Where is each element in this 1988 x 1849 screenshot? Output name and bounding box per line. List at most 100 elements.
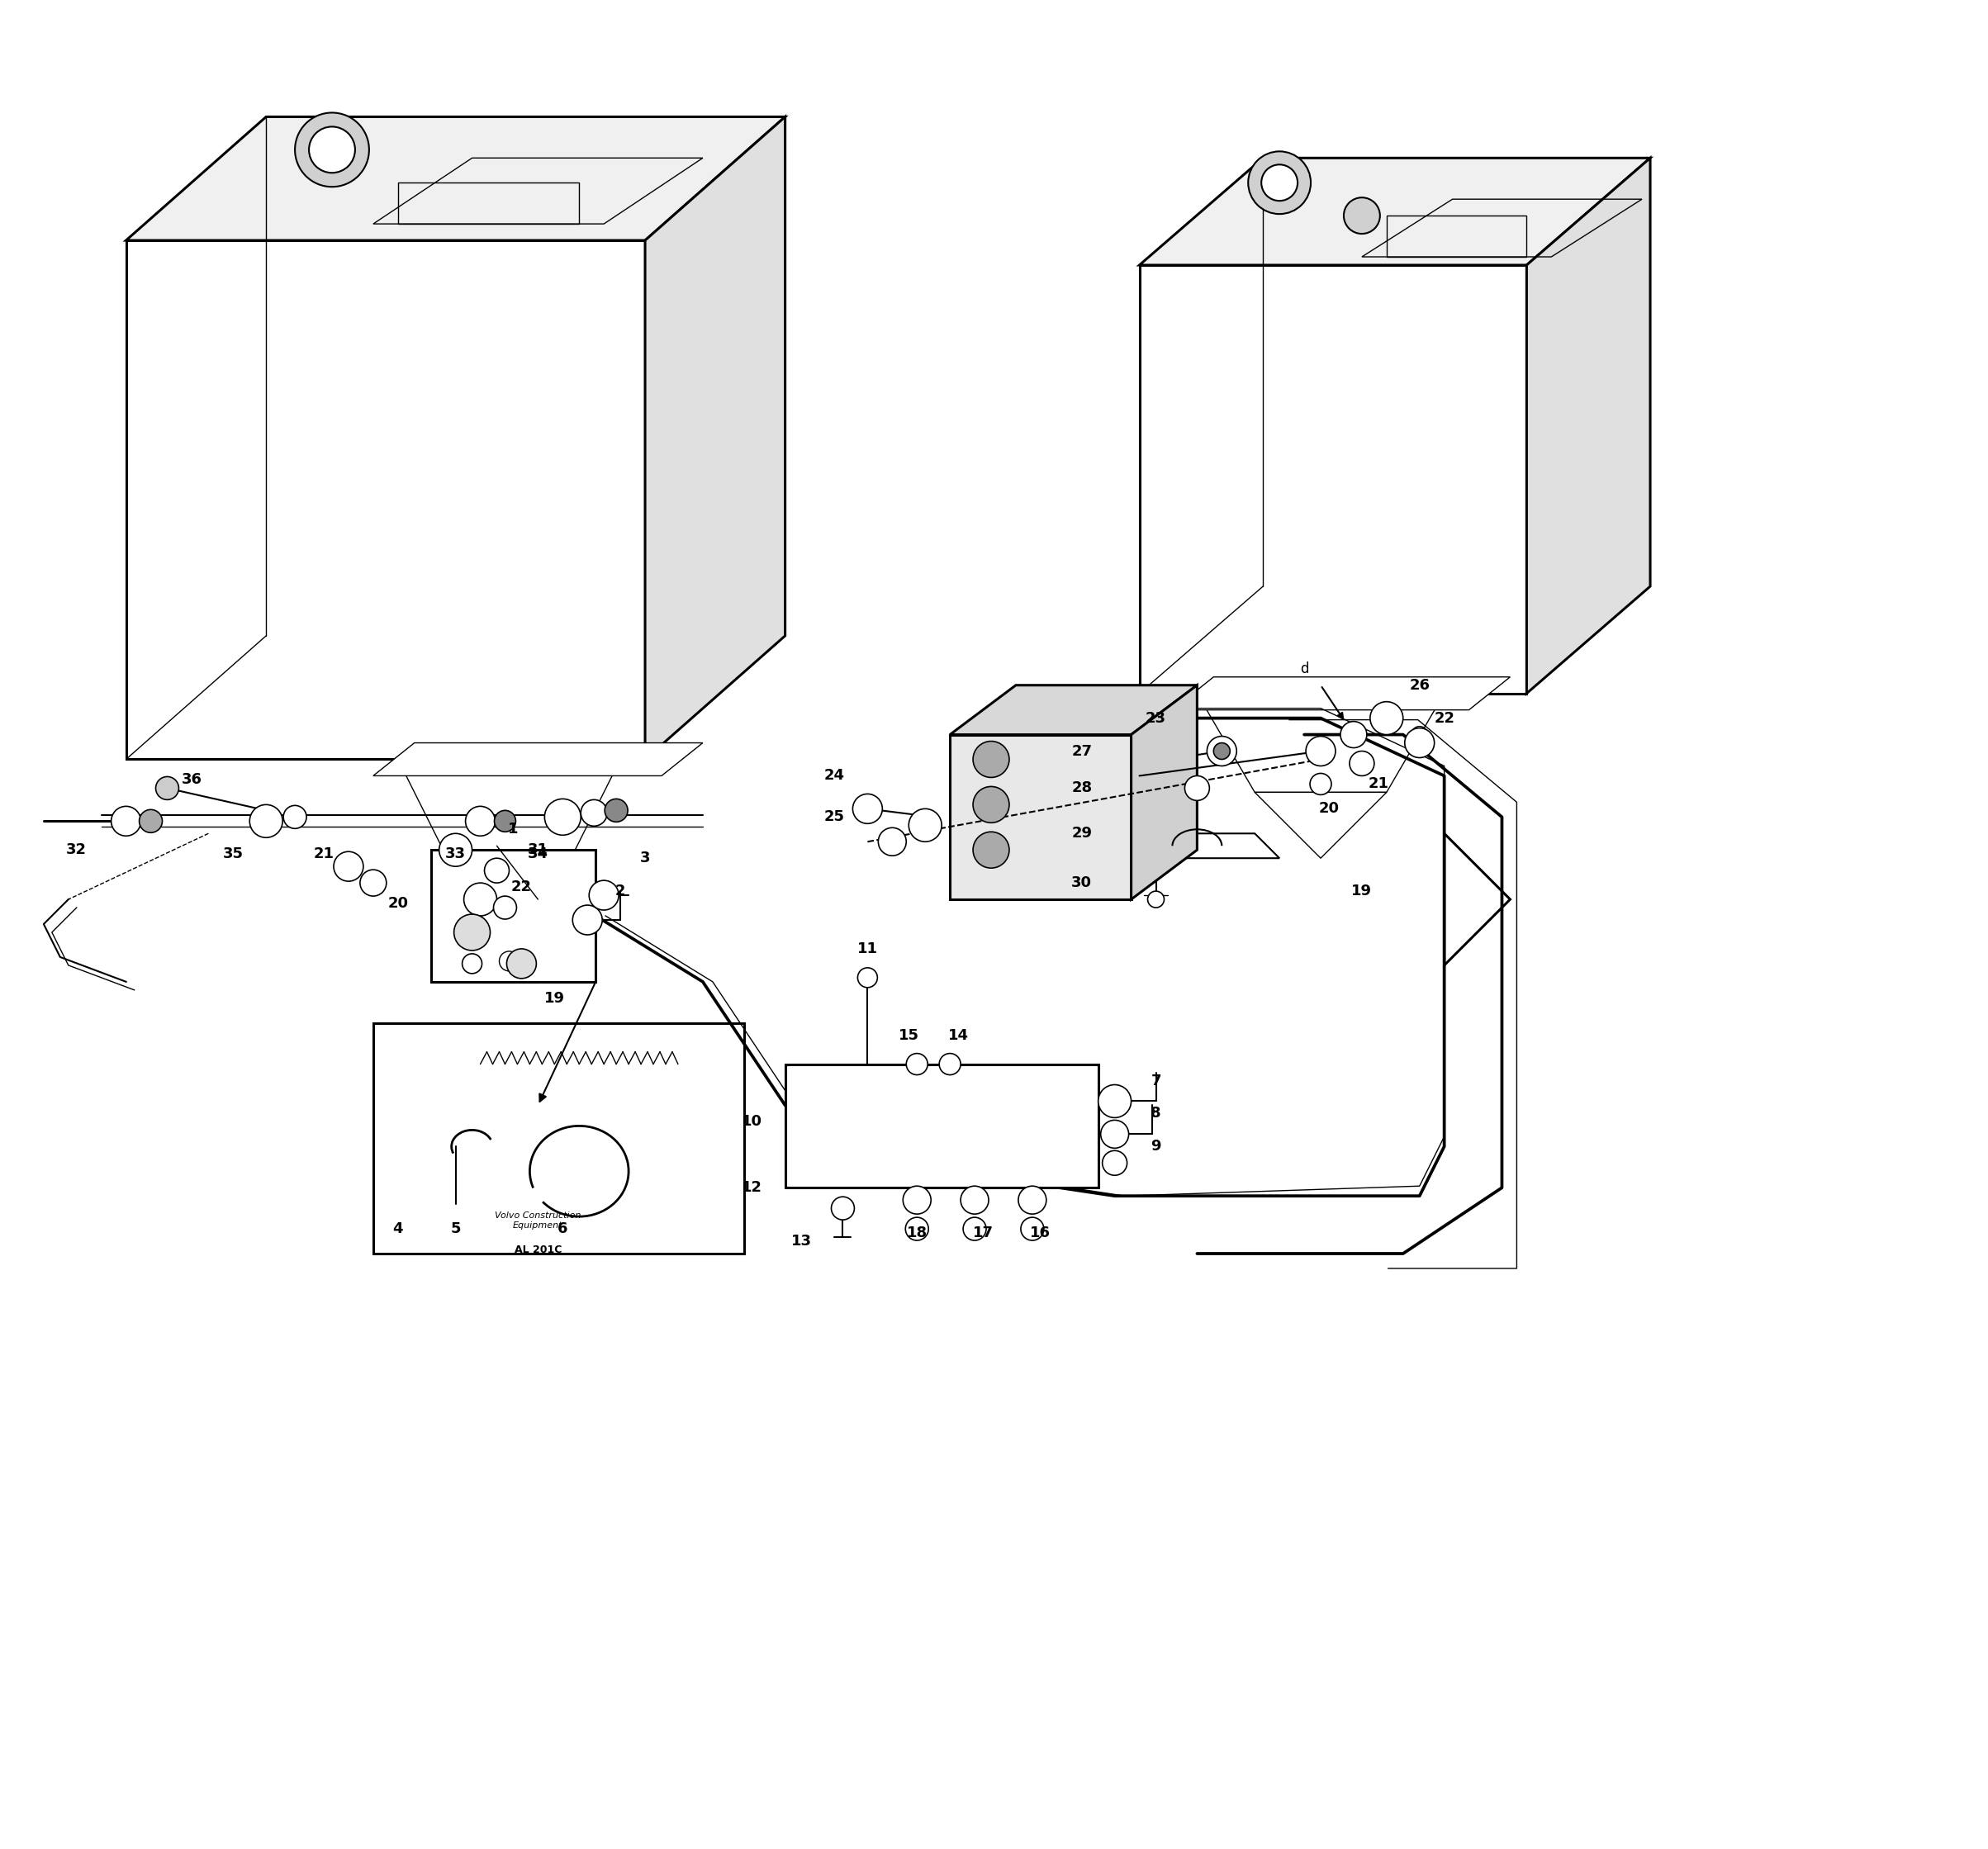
- Circle shape: [250, 804, 282, 838]
- Circle shape: [294, 113, 370, 187]
- Circle shape: [493, 897, 517, 919]
- Circle shape: [111, 806, 141, 836]
- Text: 9: 9: [1151, 1139, 1161, 1154]
- Circle shape: [857, 967, 877, 987]
- Circle shape: [139, 810, 163, 832]
- Circle shape: [905, 1217, 928, 1241]
- Polygon shape: [1139, 157, 1650, 264]
- Circle shape: [1147, 891, 1165, 908]
- Polygon shape: [1131, 686, 1197, 899]
- Bar: [785, 1065, 1097, 1187]
- Circle shape: [1185, 777, 1209, 801]
- Text: 6: 6: [557, 1222, 569, 1237]
- Text: 23: 23: [1145, 710, 1167, 725]
- Circle shape: [1306, 736, 1336, 765]
- Text: 21: 21: [1368, 777, 1390, 791]
- Text: 31: 31: [527, 843, 549, 858]
- Text: 19: 19: [1352, 884, 1372, 899]
- Circle shape: [1340, 721, 1368, 747]
- Text: 12: 12: [742, 1180, 763, 1194]
- Text: 26: 26: [1409, 679, 1429, 693]
- Text: 20: 20: [388, 897, 408, 912]
- Text: 1: 1: [509, 823, 519, 838]
- Circle shape: [453, 913, 491, 950]
- Circle shape: [1213, 743, 1231, 760]
- Text: 27: 27: [1072, 743, 1091, 758]
- Text: 22: 22: [511, 880, 533, 895]
- Text: 20: 20: [1318, 801, 1340, 815]
- Circle shape: [909, 808, 942, 841]
- Circle shape: [831, 1196, 855, 1220]
- Polygon shape: [1139, 264, 1527, 693]
- Circle shape: [879, 828, 907, 856]
- Text: 28: 28: [1072, 780, 1091, 795]
- Polygon shape: [644, 116, 785, 760]
- Circle shape: [1350, 751, 1374, 777]
- Text: 29: 29: [1072, 827, 1091, 841]
- Circle shape: [284, 806, 306, 828]
- Text: 2: 2: [614, 884, 626, 899]
- Bar: [950, 734, 1131, 899]
- Circle shape: [1370, 701, 1404, 734]
- Text: 22: 22: [1433, 710, 1455, 725]
- Circle shape: [580, 801, 606, 827]
- Text: 18: 18: [907, 1226, 926, 1241]
- Circle shape: [1411, 727, 1427, 743]
- Circle shape: [1207, 736, 1237, 765]
- Circle shape: [495, 810, 515, 832]
- Text: 10: 10: [742, 1115, 763, 1130]
- Text: 7: 7: [1151, 1072, 1161, 1087]
- Polygon shape: [950, 686, 1197, 734]
- Text: 25: 25: [825, 810, 845, 825]
- Text: Volvo Construction
Equipment: Volvo Construction Equipment: [495, 1211, 580, 1230]
- Circle shape: [903, 1185, 930, 1215]
- Bar: [374, 1022, 744, 1254]
- Circle shape: [1020, 1217, 1044, 1241]
- Circle shape: [588, 880, 618, 910]
- Circle shape: [1260, 165, 1298, 202]
- Text: 34: 34: [527, 847, 549, 862]
- Circle shape: [463, 884, 497, 915]
- Text: 8: 8: [1151, 1106, 1161, 1120]
- Circle shape: [485, 858, 509, 884]
- Circle shape: [1101, 1120, 1129, 1148]
- Text: 30: 30: [1072, 875, 1091, 891]
- Circle shape: [461, 954, 481, 974]
- Circle shape: [334, 852, 364, 882]
- Circle shape: [1344, 198, 1380, 233]
- Text: 32: 32: [66, 843, 87, 858]
- Circle shape: [972, 786, 1010, 823]
- Text: AL 201C: AL 201C: [515, 1244, 563, 1255]
- Circle shape: [972, 832, 1010, 867]
- Circle shape: [573, 906, 602, 936]
- Circle shape: [604, 799, 628, 823]
- Circle shape: [499, 950, 519, 971]
- Polygon shape: [1254, 791, 1386, 858]
- Circle shape: [1248, 152, 1310, 214]
- Circle shape: [962, 1217, 986, 1241]
- Circle shape: [938, 1054, 960, 1074]
- Text: 14: 14: [948, 1028, 968, 1043]
- Text: 21: 21: [314, 847, 334, 862]
- Text: 5: 5: [451, 1222, 461, 1237]
- Text: d: d: [1300, 662, 1308, 677]
- Text: 33: 33: [445, 847, 465, 862]
- Circle shape: [1406, 729, 1435, 758]
- Circle shape: [360, 869, 386, 897]
- Circle shape: [1097, 1085, 1131, 1117]
- Text: 36: 36: [181, 773, 203, 788]
- Circle shape: [545, 799, 580, 836]
- Circle shape: [960, 1185, 988, 1215]
- Bar: [431, 851, 596, 982]
- Text: 16: 16: [1030, 1226, 1052, 1241]
- Circle shape: [972, 741, 1010, 777]
- Text: 17: 17: [972, 1226, 994, 1241]
- Polygon shape: [125, 240, 644, 760]
- Polygon shape: [125, 116, 785, 240]
- Circle shape: [155, 777, 179, 801]
- Polygon shape: [1173, 677, 1511, 710]
- Text: 15: 15: [899, 1028, 918, 1043]
- Polygon shape: [1527, 157, 1650, 693]
- Circle shape: [1101, 1150, 1127, 1176]
- Polygon shape: [1197, 693, 1443, 791]
